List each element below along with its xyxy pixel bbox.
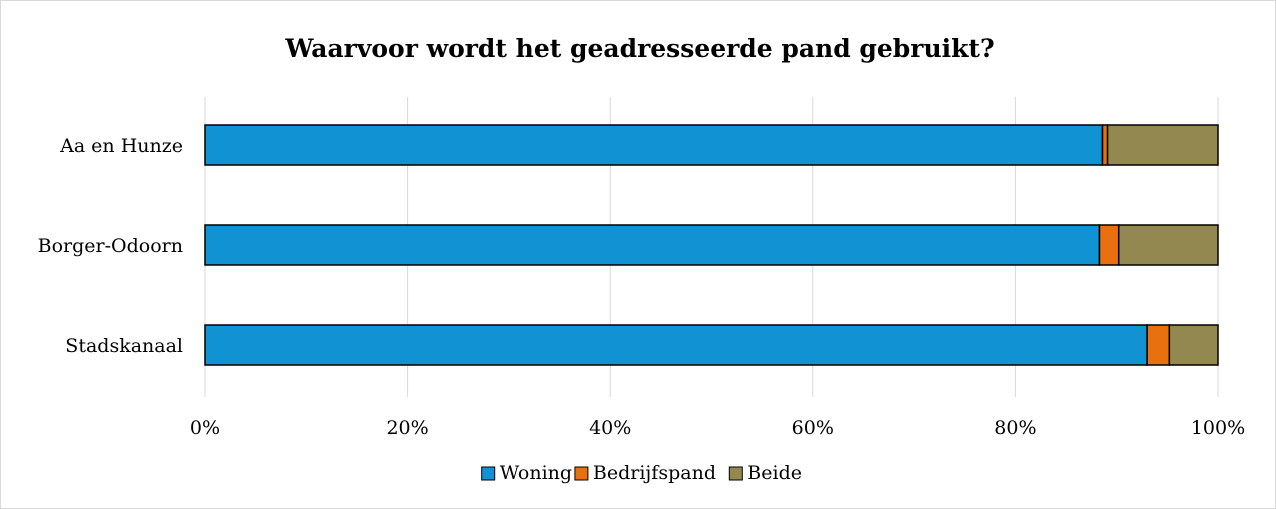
bar-bedrijfspand-aa-en-hunze <box>1101 124 1109 166</box>
x-tick-label: 100% <box>1191 417 1245 439</box>
x-tick-label: 20% <box>386 417 428 439</box>
x-tick-label: 40% <box>589 417 631 439</box>
legend-label-bedrijfspand: Bedrijfspand <box>593 462 716 484</box>
legend-label-beide: Beide <box>747 462 802 484</box>
x-tick-label: 0% <box>190 417 220 439</box>
x-tick-label: 80% <box>994 417 1036 439</box>
bar-beide-borger-odoorn <box>1117 224 1219 266</box>
chart-title: Waarvoor wordt het geadresseerde pand ge… <box>284 34 994 63</box>
legend-swatch-woning <box>481 466 496 481</box>
bar-beide-stadskanaal <box>1168 324 1219 366</box>
x-tick-label: 60% <box>792 417 834 439</box>
bar-beide-aa-en-hunze <box>1106 124 1219 166</box>
x-tick-labels: 0% 20% 40% 60% 80% 100% <box>190 417 1245 439</box>
legend-swatch-beide <box>728 466 743 481</box>
bar-woning-stadskanaal <box>204 324 1148 366</box>
category-label: Stadskanaal <box>65 335 183 357</box>
legend-swatch-bedrijfspand <box>574 466 589 481</box>
bar-woning-aa-en-hunze <box>204 124 1104 166</box>
category-label: Borger-Odoorn <box>38 235 183 257</box>
bar-bedrijfspand-borger-odoorn <box>1098 224 1120 266</box>
bar-woning-borger-odoorn <box>204 224 1101 266</box>
bar-bedrijfspand-stadskanaal <box>1146 324 1171 366</box>
category-label: Aa en Hunze <box>59 135 183 157</box>
bars <box>204 124 1219 366</box>
category-labels: Aa en Hunze Borger-Odoorn Stadskanaal <box>38 135 183 357</box>
legend-label-woning: Woning <box>500 462 572 484</box>
legend: Woning Bedrijfspand Beide <box>481 462 802 484</box>
